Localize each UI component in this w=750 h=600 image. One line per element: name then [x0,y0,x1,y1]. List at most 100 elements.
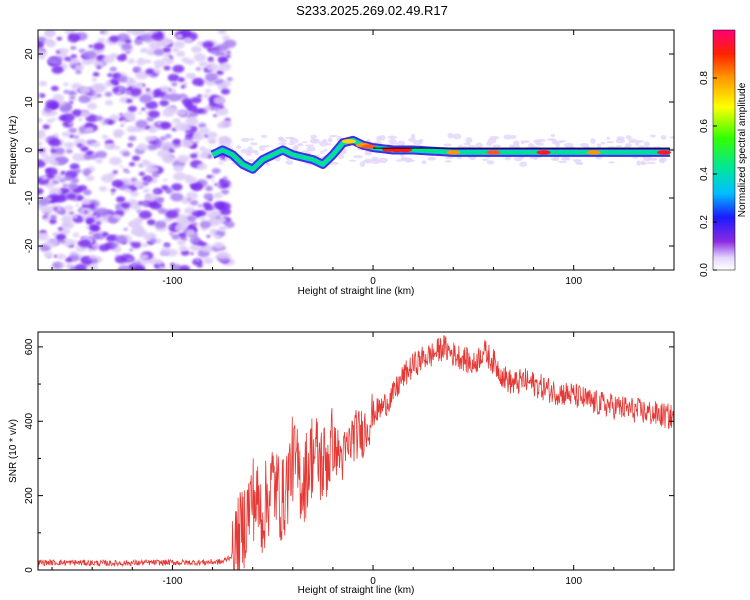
halo-blob [277,136,284,140]
snr-panel: -100 0 100 0 200 400 600 Height of straight li… [8,331,675,596]
halo-blob [261,134,268,139]
noise-blob [145,68,155,75]
noise-blob [104,91,113,97]
halo-blob [597,143,602,149]
noise-blob [220,182,230,189]
noise-blob [123,227,128,231]
halo-blob [606,136,611,140]
noise-blob [217,252,228,259]
halo-blob [376,135,382,142]
noise-blob [162,46,172,53]
noise-blob [184,176,197,185]
halo-blob [463,142,471,146]
halo-blob [590,138,596,144]
noise-blob [171,234,180,240]
noise-blob [207,131,218,139]
halo-blob [240,137,250,143]
noise-blob [50,215,57,220]
noise-blob [93,247,98,251]
noise-blob [107,73,114,78]
noise-blob [104,142,115,150]
noise-blob [171,47,179,53]
halo-blob [325,143,333,146]
noise-blob [155,139,163,144]
noise-blob [202,153,209,158]
noise-blob [139,253,149,260]
halo-blob [447,132,454,139]
noise-blob [195,67,202,71]
noise-blob [218,62,232,72]
halo-blob [371,159,381,164]
noise-blob [120,124,125,127]
noise-blob [86,217,95,224]
noise-blob [154,220,167,229]
noise-blob [171,82,178,87]
ridge-hotspot [398,147,413,153]
halo-blob [353,155,363,159]
noise-blob [104,100,114,106]
snr-axes: -100 0 100 0 200 400 600 [24,332,674,587]
noise-blob [59,263,65,267]
noise-blob [38,187,44,195]
noise-blob [85,225,90,229]
noise-blob [124,39,132,44]
noise-blob [219,217,227,223]
noise-blob [83,50,97,60]
noise-blob [137,201,144,205]
noise-blob [157,207,167,215]
noise-blob [171,106,177,111]
halo-blob [388,138,397,144]
noise-blob [51,65,64,74]
x-tick-label: 100 [565,276,582,287]
noise-blob [78,94,91,104]
noise-blob [90,83,103,92]
noise-blob [219,136,232,146]
noise-blob [151,32,164,41]
noise-blob [153,94,159,98]
noise-blob [179,265,191,270]
noise-blob [209,106,216,111]
noise-blob [64,141,75,149]
noise-blob [88,248,93,252]
noise-blob [220,178,225,182]
noise-blob [121,202,131,209]
noise-blob [65,257,73,263]
y-tick-label: 10 [24,96,35,108]
halo-blob [397,140,406,146]
halo-blob [481,158,489,162]
noise-blob [118,116,125,122]
noise-blob [95,115,104,122]
halo-blob [503,134,513,140]
halo-blob [536,138,547,143]
halo-blob [287,142,295,146]
noise-blob [53,133,59,137]
noise-blob [222,35,230,41]
noise-blob [199,241,207,247]
noise-blob [73,64,84,71]
ridge-hotspot [486,150,501,155]
noise-blob [213,201,226,210]
noise-blob [53,207,58,211]
noise-blob [131,155,141,162]
noise-blob [159,99,170,107]
halo-blob [555,142,560,148]
noise-blob [50,148,57,154]
noise-blob [185,229,196,236]
noise-blob [127,222,134,227]
noise-blob [110,78,119,85]
snr-frame [37,331,675,571]
noise-blob [74,263,88,270]
noise-blob [128,79,137,85]
halo-blob [486,160,495,165]
noise-blob [57,227,63,231]
halo-blob [412,140,423,146]
noise-blob [93,42,105,51]
noise-blob [78,239,91,248]
noise-blob [161,185,169,191]
noise-blob [38,141,43,147]
noise-blob [158,265,165,270]
noise-blob [190,182,204,191]
noise-blob [71,82,82,90]
halo-blob [557,160,568,164]
